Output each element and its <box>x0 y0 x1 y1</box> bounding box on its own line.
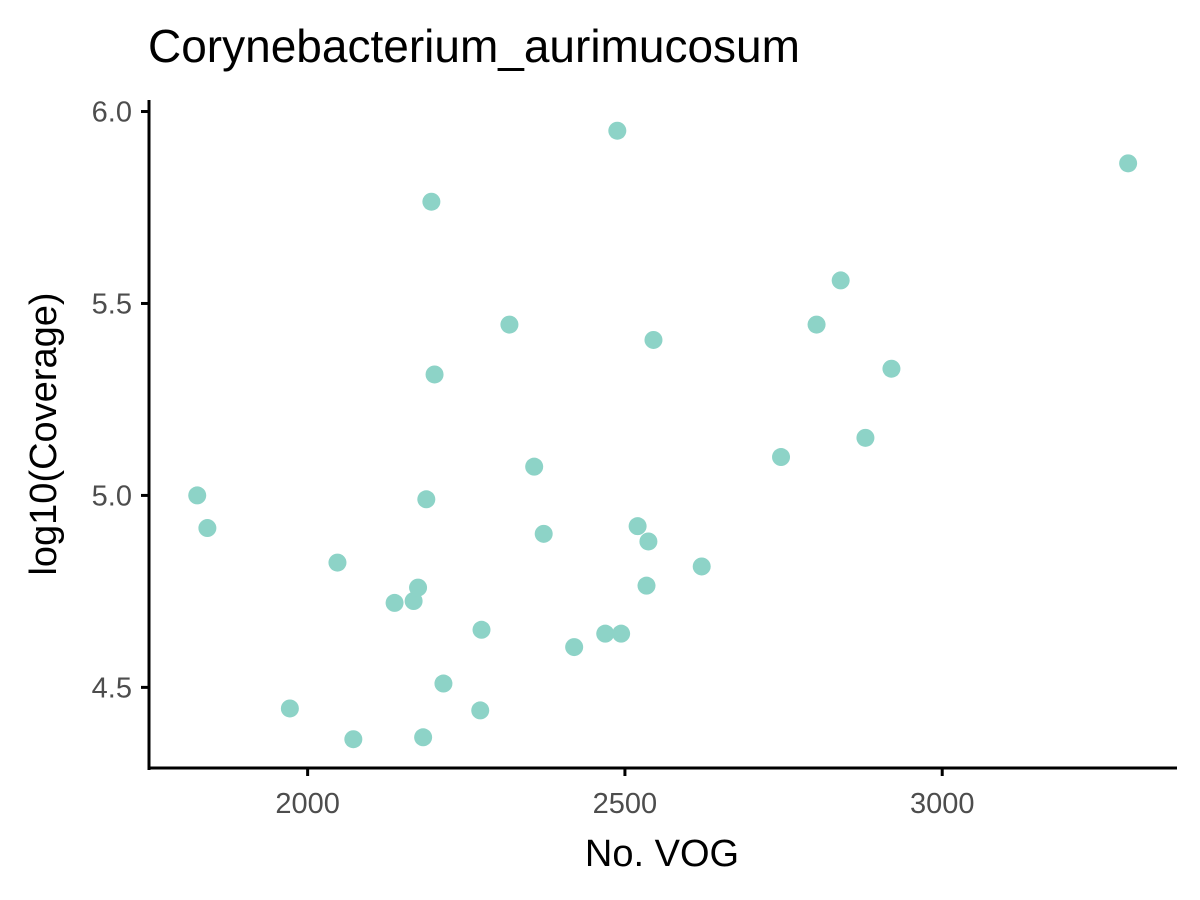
data-point <box>525 457 544 476</box>
data-point <box>612 624 631 643</box>
data-point <box>596 624 615 643</box>
y-tick-label: 6.0 <box>92 97 132 129</box>
data-point <box>692 557 711 576</box>
data-point <box>807 315 826 334</box>
data-point <box>414 728 433 747</box>
y-tick-label: 5.5 <box>92 288 132 320</box>
x-axis-ticks: 2000 2500 3000 <box>275 768 974 820</box>
y-axis-ticks: 4.5 5.0 5.5 6.0 <box>92 97 149 704</box>
data-point <box>425 365 444 384</box>
data-point <box>831 271 850 290</box>
data-point <box>639 532 658 551</box>
data-point <box>534 524 553 543</box>
data-point <box>422 192 441 211</box>
data-point <box>417 490 436 509</box>
x-tick-label: 3000 <box>910 788 975 820</box>
data-point <box>188 486 207 505</box>
data-point <box>637 576 656 595</box>
x-tick-label: 2000 <box>275 788 340 820</box>
data-point <box>856 428 875 447</box>
y-axis-label: log10(Coverage) <box>23 292 65 575</box>
data-point <box>882 359 901 378</box>
y-tick-label: 5.0 <box>92 480 132 512</box>
data-point <box>385 593 404 612</box>
data-point <box>328 553 347 572</box>
x-axis-label: No. VOG <box>585 833 739 875</box>
data-point <box>628 517 647 536</box>
data-point <box>500 315 519 334</box>
data-point <box>644 330 663 349</box>
data-point <box>471 701 490 720</box>
data-point <box>772 448 791 467</box>
data-point <box>198 519 217 538</box>
data-point <box>472 620 491 639</box>
data-point <box>409 578 428 597</box>
data-point <box>344 730 363 749</box>
x-tick-label: 2500 <box>593 788 658 820</box>
data-point <box>280 699 299 718</box>
data-points <box>188 121 1138 749</box>
y-tick-label: 4.5 <box>92 672 132 704</box>
data-point <box>608 121 627 140</box>
chart-title: Corynebacterium_aurimucosum <box>148 20 800 72</box>
data-point <box>434 674 453 693</box>
data-point <box>1119 154 1138 173</box>
data-point <box>565 638 584 657</box>
